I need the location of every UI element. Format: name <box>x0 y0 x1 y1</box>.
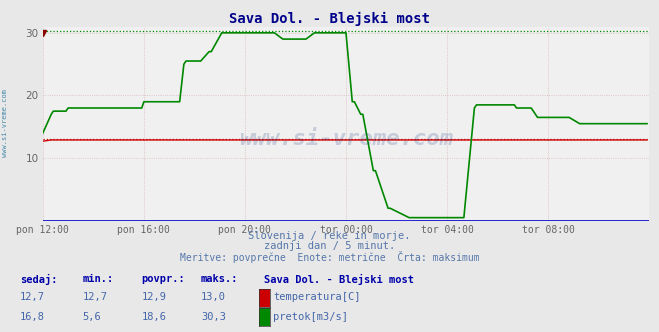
Text: 12,7: 12,7 <box>20 292 45 302</box>
Text: 13,0: 13,0 <box>201 292 226 302</box>
Text: povpr.:: povpr.: <box>142 274 185 284</box>
Text: 30,3: 30,3 <box>201 312 226 322</box>
Text: Sava Dol. - Blejski most: Sava Dol. - Blejski most <box>229 12 430 26</box>
Text: 12,9: 12,9 <box>142 292 167 302</box>
Text: temperatura[C]: temperatura[C] <box>273 292 361 302</box>
Text: min.:: min.: <box>82 274 113 284</box>
Text: www.si-vreme.com: www.si-vreme.com <box>239 129 453 149</box>
Text: 12,7: 12,7 <box>82 292 107 302</box>
Text: 16,8: 16,8 <box>20 312 45 322</box>
Text: 18,6: 18,6 <box>142 312 167 322</box>
Text: sedaj:: sedaj: <box>20 274 57 285</box>
Text: zadnji dan / 5 minut.: zadnji dan / 5 minut. <box>264 241 395 251</box>
Text: Sava Dol. - Blejski most: Sava Dol. - Blejski most <box>264 274 414 285</box>
Text: pretok[m3/s]: pretok[m3/s] <box>273 312 349 322</box>
Text: Meritve: povprečne  Enote: metrične  Črta: maksimum: Meritve: povprečne Enote: metrične Črta:… <box>180 251 479 263</box>
Text: maks.:: maks.: <box>201 274 239 284</box>
Text: www.si-vreme.com: www.si-vreme.com <box>2 89 9 157</box>
Text: Slovenija / reke in morje.: Slovenija / reke in morje. <box>248 231 411 241</box>
Text: 5,6: 5,6 <box>82 312 101 322</box>
